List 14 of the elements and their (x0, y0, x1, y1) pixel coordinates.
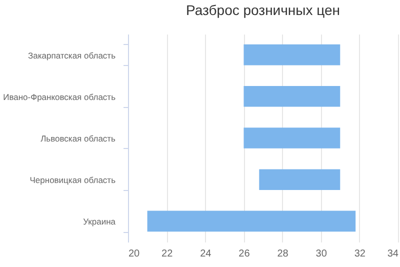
x-tick-label: 28 (277, 248, 289, 260)
y-tick-label: Украина (83, 216, 116, 227)
x-tick-label: 20 (128, 248, 140, 260)
x-tick-label: 32 (354, 248, 366, 260)
x-tick-label: 24 (200, 248, 212, 260)
y-tick-label: Ивано-Франковская область (3, 92, 116, 102)
x-tick-label: 26 (238, 248, 250, 260)
y-tick-label: Закарпатская область (28, 50, 116, 60)
chart-title: Разброс розничных цен (186, 2, 340, 18)
y-tick-label: Черновицкая область (30, 175, 116, 186)
x-tick-label: 30 (316, 248, 328, 260)
x-tick-label: 34 (387, 248, 399, 260)
x-tick-label: 22 (162, 248, 174, 260)
y-tick-label: Львовская область (40, 134, 116, 144)
